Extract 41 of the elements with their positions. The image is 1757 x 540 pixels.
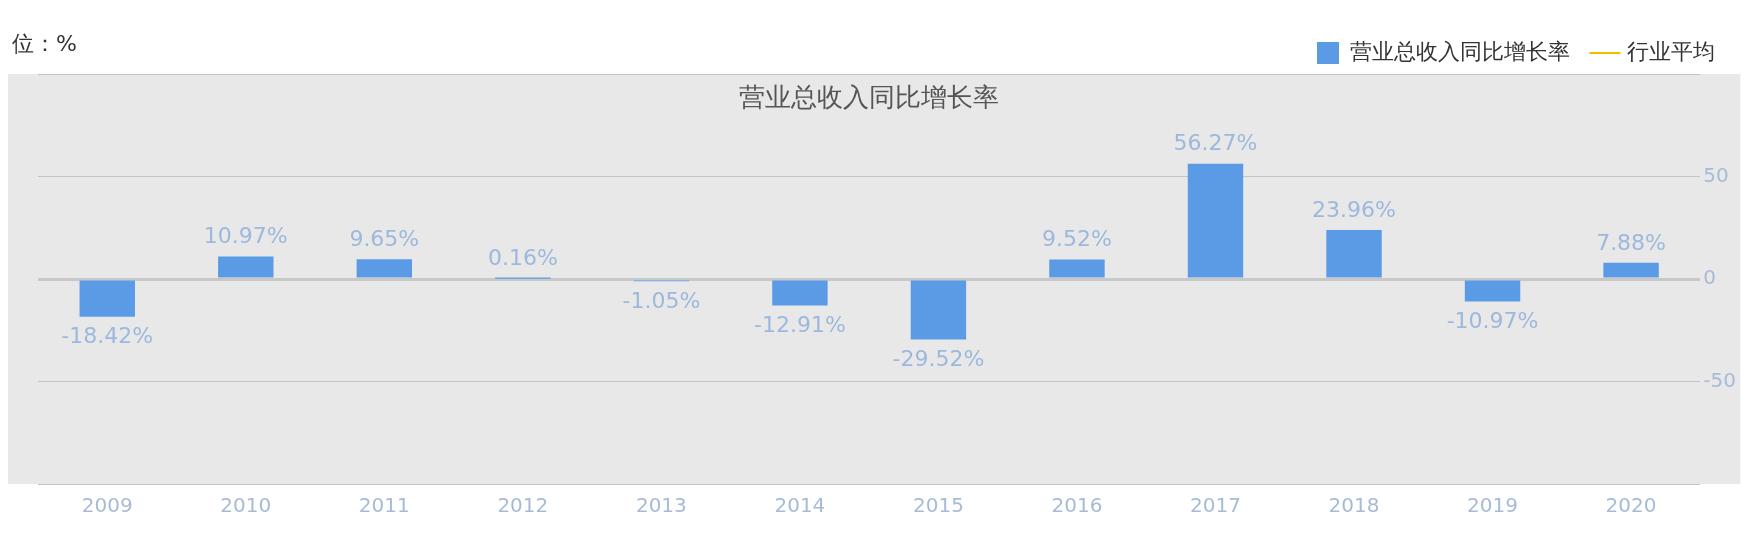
data-label: -12.91%	[753, 312, 846, 338]
bar	[772, 280, 828, 306]
x-tick-label: 2018	[1328, 493, 1380, 518]
data-label: 9.52%	[1042, 226, 1112, 252]
data-label: 7.88%	[1596, 229, 1667, 255]
legend-label: 营业总收入同比增长率	[1350, 38, 1570, 64]
bar	[1049, 259, 1105, 278]
data-label: 23.96%	[1312, 196, 1396, 222]
bar	[1187, 163, 1244, 278]
chart-title: 营业总收入同比增长率	[739, 81, 1000, 112]
y-tick-label: 0	[1703, 265, 1717, 290]
x-tick-label: 2010	[220, 493, 272, 518]
x-tick-label: 2013	[635, 493, 687, 518]
x-tick-label: 2016	[1051, 493, 1103, 518]
data-label: 0.16%	[487, 245, 558, 271]
y-tick-label: 50	[1703, 162, 1729, 187]
x-tick-label: 2015	[912, 493, 964, 518]
bar	[1603, 262, 1659, 278]
legend-label: 行业平均	[1627, 38, 1715, 64]
data-label: 9.65%	[349, 225, 420, 251]
x-tick-label: 2012	[497, 493, 549, 518]
data-label: -18.42%	[61, 323, 154, 349]
bar	[1326, 229, 1382, 278]
x-tick-label: 2017	[1190, 493, 1241, 518]
y-tick-label: -50	[1703, 367, 1737, 392]
data-label: -10.97%	[1446, 308, 1539, 334]
x-tick-label: 2009	[81, 493, 133, 518]
bar	[1464, 280, 1521, 302]
x-tick-label: 2014	[774, 493, 826, 518]
data-label: 56.27%	[1173, 130, 1258, 156]
data-label: -1.05%	[622, 287, 701, 313]
x-tick-label: 2019	[1467, 493, 1518, 518]
x-tick-label: 2020	[1605, 493, 1657, 518]
bar	[79, 280, 135, 317]
text: 位：%	[12, 30, 77, 56]
x-tick-label: 2011	[358, 493, 410, 518]
bar	[910, 280, 967, 340]
bar	[356, 259, 413, 278]
data-label: -29.52%	[892, 346, 985, 372]
data-label: 10.97%	[203, 223, 288, 249]
bar	[218, 256, 274, 278]
